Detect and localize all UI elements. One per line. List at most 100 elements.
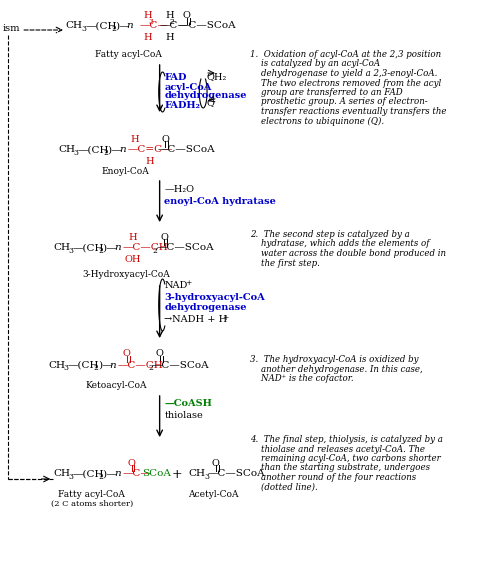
Text: 3: 3	[69, 247, 74, 255]
Text: )—: )—	[108, 145, 122, 155]
Text: 3-Hydroxyacyl-CoA: 3-Hydroxyacyl-CoA	[82, 270, 170, 279]
Text: —C—SCoA: —C—SCoA	[179, 22, 237, 31]
Text: water across the double bond produced in: water across the double bond produced in	[249, 249, 446, 258]
Text: )—: )—	[115, 22, 130, 31]
Text: 3: 3	[204, 473, 209, 481]
Text: H: H	[128, 233, 137, 242]
Text: Enoyl-CoA: Enoyl-CoA	[102, 167, 150, 176]
Text: dehydrogenase: dehydrogenase	[164, 303, 247, 312]
Text: Fatty acyl-CoA: Fatty acyl-CoA	[95, 50, 162, 59]
Text: n: n	[114, 470, 121, 478]
Text: 2: 2	[153, 247, 158, 255]
Text: —C—SCoA: —C—SCoA	[158, 145, 216, 155]
Text: thiolase and releases acetyl-CoA. The: thiolase and releases acetyl-CoA. The	[249, 444, 425, 453]
Text: than the starting substrate, undergoes: than the starting substrate, undergoes	[249, 464, 430, 473]
Text: O: O	[183, 11, 191, 20]
Text: the first step.: the first step.	[249, 259, 320, 268]
Text: FADH₂: FADH₂	[164, 101, 200, 109]
Text: prosthetic group. A series of electron-: prosthetic group. A series of electron-	[249, 97, 427, 106]
Text: —CoASH: —CoASH	[164, 398, 213, 408]
Text: dehydrogenase: dehydrogenase	[164, 91, 247, 100]
Text: CH: CH	[53, 470, 70, 478]
Text: —(CH: —(CH	[73, 470, 104, 478]
Text: NAD: NAD	[164, 281, 188, 290]
Text: 3-hydroxyacyl-CoA: 3-hydroxyacyl-CoA	[164, 294, 265, 302]
Text: →NADH + H: →NADH + H	[164, 315, 228, 324]
Text: —C—: —C—	[139, 22, 168, 31]
Text: —(CH: —(CH	[78, 145, 109, 155]
Text: +: +	[222, 314, 229, 322]
Text: 2: 2	[94, 364, 99, 372]
Text: 2: 2	[148, 364, 153, 372]
Text: 2: 2	[111, 25, 116, 33]
Text: )—: )—	[103, 470, 117, 478]
Text: —C—SCoA: —C—SCoA	[152, 361, 210, 370]
Text: (2 C atoms shorter): (2 C atoms shorter)	[51, 500, 133, 508]
Text: 2: 2	[99, 473, 104, 481]
Text: 3: 3	[69, 473, 74, 481]
Text: —C—SCoA: —C—SCoA	[208, 470, 266, 478]
Text: NAD⁺ is the cofactor.: NAD⁺ is the cofactor.	[249, 374, 353, 383]
Text: 2.  The second step is catalyzed by a: 2. The second step is catalyzed by a	[249, 230, 409, 239]
Text: O: O	[123, 349, 131, 358]
Text: 3: 3	[82, 25, 86, 33]
Text: hydratase, which adds the elements of: hydratase, which adds the elements of	[249, 239, 429, 248]
Text: —C—: —C—	[123, 470, 152, 478]
Text: H: H	[130, 135, 139, 144]
Text: H: H	[146, 157, 154, 165]
Text: acyl-CoA: acyl-CoA	[164, 83, 212, 92]
Text: H: H	[144, 33, 152, 42]
Text: electrons to ubiquinone (Q).: electrons to ubiquinone (Q).	[249, 117, 384, 126]
Text: QH₂: QH₂	[206, 72, 226, 82]
Text: dehydrogenase to yield a 2,3-enoyl-CoA.: dehydrogenase to yield a 2,3-enoyl-CoA.	[249, 69, 437, 78]
Text: —H₂O: —H₂O	[164, 186, 194, 195]
Text: —C—: —C—	[160, 22, 189, 31]
Text: FAD: FAD	[164, 72, 187, 82]
Text: 2: 2	[99, 247, 104, 255]
Text: +: +	[185, 279, 191, 287]
Text: O: O	[156, 349, 164, 358]
Text: H: H	[165, 33, 174, 42]
Text: 3.  The hydroxyacyl-CoA is oxidized by: 3. The hydroxyacyl-CoA is oxidized by	[249, 355, 418, 364]
Text: Q: Q	[206, 98, 214, 108]
Text: —C—CH: —C—CH	[118, 361, 164, 370]
Text: ism: ism	[3, 24, 21, 33]
Text: —C=C—: —C=C—	[128, 145, 173, 155]
Text: 4.  The final step, thiolysis, is catalyzed by a: 4. The final step, thiolysis, is catalyz…	[249, 435, 442, 444]
Text: Ketoacyl-CoA: Ketoacyl-CoA	[85, 381, 147, 390]
Text: SCoA: SCoA	[142, 470, 171, 478]
Text: Acetyl-CoA: Acetyl-CoA	[188, 490, 238, 499]
Text: n: n	[114, 243, 121, 252]
Text: n: n	[109, 361, 116, 370]
Text: +: +	[171, 468, 182, 481]
Text: CH: CH	[49, 361, 65, 370]
Text: 2: 2	[104, 149, 109, 157]
Text: CH: CH	[53, 243, 70, 252]
Text: —C—SCoA: —C—SCoA	[157, 243, 215, 252]
Text: 3: 3	[148, 18, 153, 26]
Text: CH: CH	[66, 22, 83, 31]
Text: O: O	[212, 458, 219, 468]
Text: —(CH: —(CH	[85, 22, 117, 31]
Text: thiolase: thiolase	[164, 410, 203, 419]
Text: OH: OH	[124, 255, 141, 264]
Text: )—: )—	[103, 243, 117, 252]
Text: The two electrons removed from the acyl: The two electrons removed from the acyl	[249, 79, 441, 88]
Text: another dehydrogenase. In this case,: another dehydrogenase. In this case,	[249, 365, 422, 374]
Text: is catalyzed by an acyl-CoA: is catalyzed by an acyl-CoA	[249, 59, 380, 68]
Text: enoyl-CoA hydratase: enoyl-CoA hydratase	[164, 198, 276, 207]
Text: CH: CH	[189, 470, 206, 478]
Text: transfer reactions eventually transfers the: transfer reactions eventually transfers …	[249, 107, 446, 116]
Text: O: O	[128, 458, 136, 468]
Text: Fatty acyl-CoA: Fatty acyl-CoA	[58, 490, 125, 499]
Text: remaining acyl-CoA, two carbons shorter: remaining acyl-CoA, two carbons shorter	[249, 454, 440, 463]
Text: 3: 3	[74, 149, 79, 157]
Text: group are transferred to an FAD: group are transferred to an FAD	[249, 88, 402, 97]
Text: O: O	[162, 135, 169, 144]
Text: —(CH: —(CH	[73, 243, 104, 252]
Text: n: n	[119, 145, 126, 155]
Text: (dotted line).: (dotted line).	[249, 482, 317, 491]
Text: H: H	[165, 11, 174, 20]
Text: 1.  Oxidation of acyl-CoA at the 2,3 position: 1. Oxidation of acyl-CoA at the 2,3 posi…	[249, 50, 441, 59]
Text: 3: 3	[64, 364, 69, 372]
